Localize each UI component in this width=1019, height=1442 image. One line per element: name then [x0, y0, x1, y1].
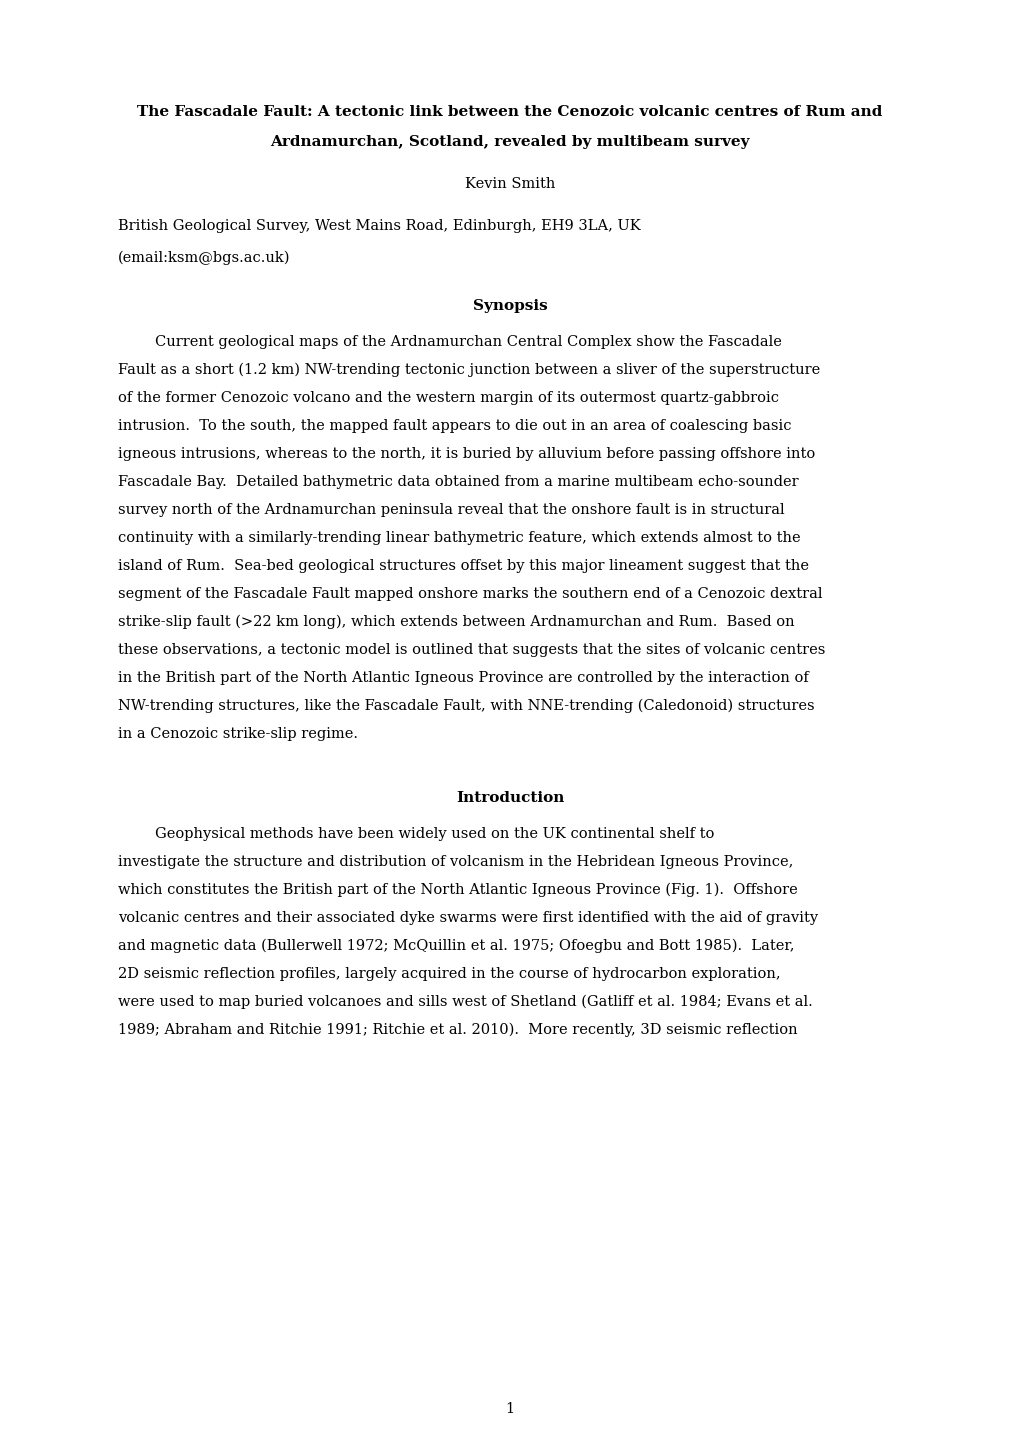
Text: intrusion.  To the south, the mapped fault appears to die out in an area of coal: intrusion. To the south, the mapped faul…	[118, 420, 791, 433]
Text: Kevin Smith: Kevin Smith	[465, 177, 554, 190]
Text: which constitutes the British part of the North Atlantic Igneous Province (Fig. : which constitutes the British part of th…	[118, 883, 797, 897]
Text: NW-trending structures, like the Fascadale Fault, with NNE-trending (Caledonoid): NW-trending structures, like the Fascada…	[118, 699, 814, 714]
Text: in the British part of the North Atlantic Igneous Province are controlled by the: in the British part of the North Atlanti…	[118, 671, 808, 685]
Text: 1: 1	[505, 1402, 514, 1416]
Text: of the former Cenozoic volcano and the western margin of its outermost quartz-ga: of the former Cenozoic volcano and the w…	[118, 391, 779, 405]
Text: were used to map buried volcanoes and sills west of Shetland (Gatliff et al. 198: were used to map buried volcanoes and si…	[118, 995, 812, 1009]
Text: igneous intrusions, whereas to the north, it is buried by alluvium before passin: igneous intrusions, whereas to the north…	[118, 447, 814, 461]
Text: these observations, a tectonic model is outlined that suggests that the sites of: these observations, a tectonic model is …	[118, 643, 824, 658]
Text: strike-slip fault (>22 km long), which extends between Ardnamurchan and Rum.  Ba: strike-slip fault (>22 km long), which e…	[118, 614, 794, 629]
Text: 1989; Abraham and Ritchie 1991; Ritchie et al. 2010).  More recently, 3D seismic: 1989; Abraham and Ritchie 1991; Ritchie …	[118, 1022, 797, 1037]
Text: survey north of the Ardnamurchan peninsula reveal that the onshore fault is in s: survey north of the Ardnamurchan peninsu…	[118, 503, 784, 518]
Text: Fault as a short (1.2 km) NW-trending tectonic junction between a sliver of the : Fault as a short (1.2 km) NW-trending te…	[118, 363, 819, 378]
Text: The Fascadale Fault: A tectonic link between the Cenozoic volcanic centres of Ru: The Fascadale Fault: A tectonic link bet…	[138, 105, 881, 120]
Text: (email:ksm@bgs.ac.uk): (email:ksm@bgs.ac.uk)	[118, 251, 290, 265]
Text: Geophysical methods have been widely used on the UK continental shelf to: Geophysical methods have been widely use…	[118, 828, 713, 841]
Text: Fascadale Bay.  Detailed bathymetric data obtained from a marine multibeam echo-: Fascadale Bay. Detailed bathymetric data…	[118, 474, 798, 489]
Text: investigate the structure and distribution of volcanism in the Hebridean Igneous: investigate the structure and distributi…	[118, 855, 793, 870]
Text: and magnetic data (Bullerwell 1972; McQuillin et al. 1975; Ofoegbu and Bott 1985: and magnetic data (Bullerwell 1972; McQu…	[118, 939, 794, 953]
Text: island of Rum.  Sea-bed geological structures offset by this major lineament sug: island of Rum. Sea-bed geological struct…	[118, 559, 808, 572]
Text: segment of the Fascadale Fault mapped onshore marks the southern end of a Cenozo: segment of the Fascadale Fault mapped on…	[118, 587, 821, 601]
Text: Current geological maps of the Ardnamurchan Central Complex show the Fascadale: Current geological maps of the Ardnamurc…	[118, 335, 782, 349]
Text: British Geological Survey, West Mains Road, Edinburgh, EH9 3LA, UK: British Geological Survey, West Mains Ro…	[118, 219, 640, 234]
Text: Ardnamurchan, Scotland, revealed by multibeam survey: Ardnamurchan, Scotland, revealed by mult…	[270, 136, 749, 149]
Text: Synopsis: Synopsis	[472, 298, 547, 313]
Text: 2D seismic reflection profiles, largely acquired in the course of hydrocarbon ex: 2D seismic reflection profiles, largely …	[118, 968, 780, 981]
Text: in a Cenozoic strike-slip regime.: in a Cenozoic strike-slip regime.	[118, 727, 358, 741]
Text: volcanic centres and their associated dyke swarms were first identified with the: volcanic centres and their associated dy…	[118, 911, 817, 924]
Text: continuity with a similarly-trending linear bathymetric feature, which extends a: continuity with a similarly-trending lin…	[118, 531, 800, 545]
Text: Introduction: Introduction	[455, 792, 564, 805]
